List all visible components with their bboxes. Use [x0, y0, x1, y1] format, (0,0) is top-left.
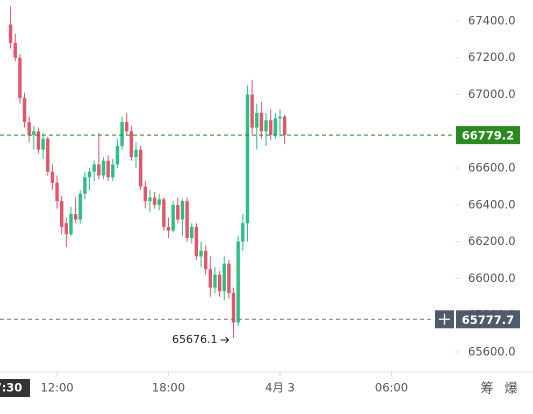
candle-body	[111, 164, 115, 178]
candle-body	[64, 223, 69, 235]
x-tick-label: 12:00	[40, 381, 73, 395]
candle-body	[241, 223, 245, 242]
candle-body	[245, 94, 250, 224]
last-price-label: 66779.2	[462, 129, 514, 143]
candle-body	[138, 149, 143, 187]
candle-body	[36, 131, 41, 150]
y-tick-label: 67400.0	[468, 13, 516, 27]
candle-body	[259, 112, 264, 132]
candle-body	[134, 149, 138, 158]
candle-body	[32, 131, 36, 135]
candle-body	[129, 131, 134, 158]
candle-body	[162, 199, 166, 227]
candle-body	[185, 201, 189, 238]
corner-button[interactable]: 爆	[504, 382, 517, 397]
candle-body	[101, 160, 106, 176]
x-tick-label: 18:00	[152, 381, 185, 395]
candle-body	[180, 201, 185, 220]
crosshair-time-label: 7:30	[0, 381, 22, 395]
candle-body	[268, 120, 273, 135]
candle-body	[213, 274, 217, 288]
candle-body	[255, 112, 259, 128]
x-tick-label: 06:00	[375, 381, 408, 395]
y-tick-label: 67000.0	[468, 87, 516, 101]
y-tick-label: 66600.0	[468, 161, 516, 175]
low-arrow	[220, 336, 230, 344]
candle-body	[13, 43, 17, 58]
candle-body	[46, 138, 50, 172]
candle-body	[208, 269, 213, 288]
candle-body	[148, 197, 152, 202]
candle-body	[199, 250, 203, 257]
candle-body	[125, 122, 129, 132]
candle-body	[78, 193, 82, 220]
x-tick-label: 4月 3	[265, 381, 295, 395]
candle-body	[176, 204, 180, 220]
candle-body	[73, 214, 78, 220]
candle-body	[22, 98, 27, 123]
corner-button[interactable]: 筹	[480, 381, 493, 397]
candle-body	[273, 118, 278, 135]
crosshair-price-label: 65777.7	[462, 313, 514, 327]
plus-icon	[439, 313, 450, 325]
candle-body	[227, 263, 231, 294]
candle-body	[115, 146, 120, 165]
candle-body	[171, 204, 175, 231]
candle-body	[55, 182, 59, 202]
candle-body	[106, 160, 110, 178]
candle-body	[282, 116, 287, 136]
candle-body	[143, 186, 147, 202]
candle-body	[59, 201, 64, 227]
candle-body	[203, 250, 208, 270]
candle-body	[190, 226, 194, 238]
candle-body	[157, 199, 161, 205]
candle-body	[83, 177, 87, 194]
y-tick-label: 66400.0	[468, 197, 516, 211]
candle-body	[152, 197, 157, 205]
crosshair-price-box	[456, 310, 520, 329]
y-tick-label: 65600.0	[468, 344, 516, 358]
crosshair-time-box	[0, 379, 30, 397]
candle-body	[8, 24, 13, 44]
candle-body	[27, 122, 31, 135]
candle-body	[166, 226, 171, 231]
candle-body	[250, 94, 254, 128]
candle-body	[217, 274, 222, 292]
candle-body	[87, 171, 92, 178]
y-tick-label: 67200.0	[468, 50, 516, 64]
candle-body	[222, 263, 226, 292]
candle-body	[120, 122, 124, 147]
candle-body	[264, 120, 268, 132]
candle-body	[97, 164, 101, 176]
y-tick-label: 66200.0	[468, 234, 516, 248]
candle-body	[231, 293, 236, 323]
y-tick-label: 66000.0	[468, 271, 516, 285]
candle-body	[18, 57, 22, 99]
candle-body	[69, 214, 73, 235]
candle-body	[41, 138, 45, 150]
candle-body	[194, 226, 199, 257]
candle-body	[278, 116, 282, 119]
candle-body	[50, 171, 55, 183]
low-label: 65676.1	[172, 333, 218, 346]
candle-body	[236, 241, 240, 323]
candle-body	[92, 164, 96, 172]
last-price-box	[456, 126, 520, 145]
